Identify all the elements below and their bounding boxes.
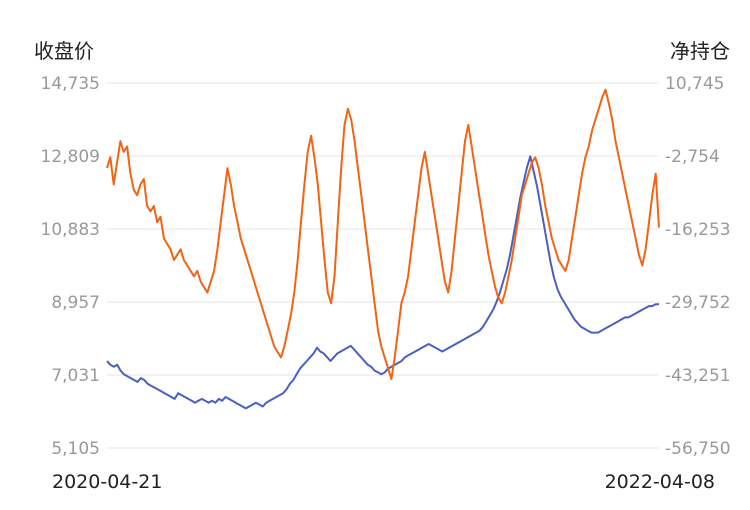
y-left-tick-label: 8,957	[51, 293, 100, 313]
y-left-tick-label: 10,883	[41, 220, 100, 240]
series-layer	[106, 88, 660, 410]
series-line-close-price	[106, 155, 659, 410]
y-right-tick-label: -43,251	[665, 366, 731, 386]
y-right-tick-label: 10,745	[665, 74, 724, 94]
gridlines	[107, 82, 659, 449]
x-start-label: 2020-04-21	[52, 471, 162, 493]
y-right-tick-label: -2,754	[665, 147, 720, 167]
series-line-net-position	[106, 88, 660, 381]
y-left-axis-title: 收盘价	[34, 39, 94, 63]
y-left-tick-label: 14,735	[41, 74, 100, 94]
y-left-tick-label: 7,031	[51, 366, 100, 386]
y-right-axis-title: 净持仓	[670, 39, 730, 63]
y-right-tick-label: -56,750	[665, 439, 731, 459]
y-left-tick-labels: 14,735 12,809 10,883 8,957 7,031 5,105	[41, 74, 100, 459]
y-left-tick-label: 12,809	[41, 147, 100, 167]
y-right-tick-labels: 10,745 -2,754 -16,253 -29,752 -43,251 -56,750	[665, 74, 731, 459]
y-right-tick-label: -29,752	[665, 293, 731, 313]
x-end-label: 2022-04-08	[605, 471, 715, 493]
y-left-tick-label: 5,105	[51, 439, 100, 459]
y-right-tick-label: -16,253	[665, 220, 731, 240]
